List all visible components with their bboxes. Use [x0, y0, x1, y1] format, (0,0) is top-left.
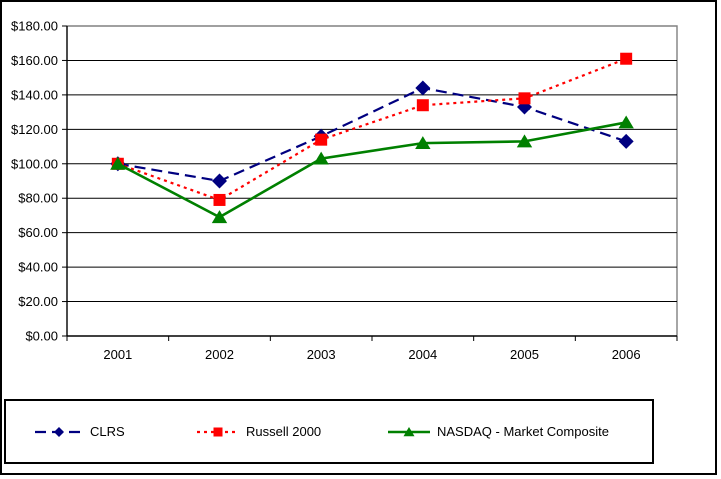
y-axis-label: $80.00 [18, 191, 58, 206]
data-point-russell-2000-2004 [416, 99, 429, 112]
x-axis-label: 2004 [408, 347, 437, 362]
y-axis-label: $180.00 [11, 19, 58, 34]
y-axis-label: $140.00 [11, 87, 58, 102]
x-axis-label: 2002 [205, 347, 234, 362]
data-point-clrs-2006 [618, 133, 634, 149]
data-point-russell-2000-2002 [213, 193, 226, 206]
y-axis-label: $160.00 [11, 53, 58, 68]
data-point-clrs-2002 [212, 173, 227, 189]
data-point-russell-2000-2006 [620, 52, 633, 65]
y-axis-label: $60.00 [18, 225, 58, 240]
y-axis-label: $120.00 [11, 122, 58, 137]
x-axis-label: 2006 [612, 347, 641, 362]
legend-item-russell-2000: Russell 2000 [196, 401, 321, 462]
data-point-nasdaq-market-composite-2003 [313, 151, 329, 165]
chart-legend: CLRS Russell 2000 NASDAQ - Market Compos… [4, 399, 654, 464]
y-axis-label: $20.00 [18, 294, 58, 309]
x-axis-label: 2001 [103, 347, 132, 362]
plot-area-border [67, 25, 678, 336]
y-axis-label: $0.00 [25, 329, 58, 344]
series-line-nasdaq-market-composite [117, 121, 627, 219]
data-point-nasdaq-market-composite-2004 [415, 136, 431, 150]
line-chart-plot: $0.00 $20.00 $40.00 $60.00 $80.00 $100.00 $120… [11, 19, 678, 362]
legend-label-russell-2000: Russell 2000 [246, 424, 322, 439]
y-axis-label: $100.00 [11, 156, 58, 171]
legend-label-nasdaq-market-composite: NASDAQ - Market Composite [437, 424, 609, 439]
legend-label-clrs: CLRS [90, 424, 125, 439]
legend-item-clrs: CLRS [34, 401, 125, 462]
data-point-nasdaq-market-composite-2001 [110, 156, 126, 170]
legend-marker-diamond-icon [34, 425, 84, 439]
data-point-nasdaq-market-composite-2006 [618, 115, 634, 129]
x-axis-label: 2003 [307, 347, 336, 362]
data-point-nasdaq-market-composite-2002 [211, 210, 228, 224]
data-point-russell-2000-2005 [518, 92, 531, 105]
data-point-clrs-2004 [415, 80, 431, 96]
series-line-clrs [117, 86, 627, 183]
data-point-nasdaq-market-composite-2005 [516, 134, 533, 148]
legend-marker-triangle-icon [387, 425, 431, 439]
data-point-russell-2000-2003 [315, 133, 328, 146]
legend-item-nasdaq-market-composite: NASDAQ - Market Composite [387, 401, 609, 462]
x-axis-label: 2005 [510, 347, 539, 362]
y-axis-label: $40.00 [18, 260, 58, 275]
legend-marker-square-icon [196, 425, 240, 439]
